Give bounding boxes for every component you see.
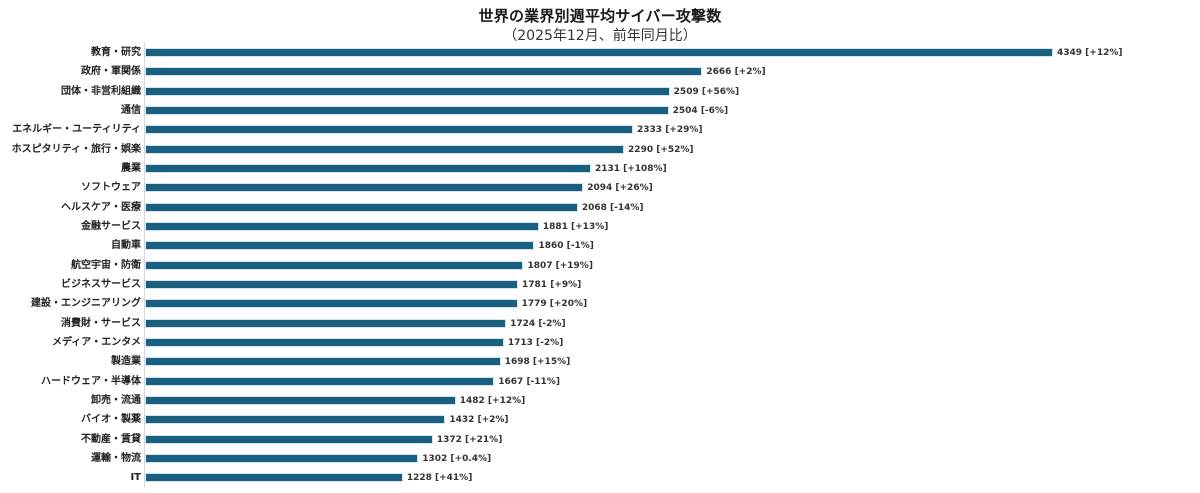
bar-row: 教育・研究 4349 [+12%]: [0, 44, 1200, 63]
bar: [146, 338, 503, 346]
category-label: 消費財・サービス: [61, 317, 141, 329]
bar: [146, 106, 668, 114]
bar: [146, 184, 583, 192]
category-label: 団体・非営利組織: [61, 85, 141, 97]
bar-row: 通信 2504 [-6%]: [0, 102, 1200, 121]
bar-row: 不動産・賃貸 1372 [+21%]: [0, 431, 1200, 450]
category-label: メディア・エンタメ: [52, 336, 141, 348]
value-label: 2666 [+2%]: [706, 67, 766, 78]
bar-row: 製造業 1698 [+15%]: [0, 353, 1200, 372]
category-label: ホスピタリティ・旅行・娯楽: [11, 143, 141, 155]
bar: [146, 435, 432, 443]
bar-row: ビジネスサービス 1781 [+9%]: [0, 276, 1200, 295]
bar-row: 農業 2131 [+108%]: [0, 160, 1200, 179]
category-label: ヘルスケア・医療: [61, 201, 141, 213]
category-label: ハードウェア・半導体: [41, 375, 141, 387]
value-label: 1781 [+9%]: [522, 279, 582, 290]
bar: [146, 454, 418, 462]
bar-row: エネルギー・ユーティリティ 2333 [+29%]: [0, 121, 1200, 140]
value-label: 1860 [-1%]: [538, 241, 594, 252]
bar: [146, 126, 633, 134]
category-label: 自動車: [111, 240, 141, 252]
value-label: 1779 [+20%]: [521, 299, 588, 310]
category-label: ソフトウェア: [81, 182, 141, 194]
bar-row: 団体・非営利組織 2509 [+56%]: [0, 83, 1200, 102]
value-label: 1698 [+15%]: [504, 357, 571, 368]
value-label: 1302 [+0.4%]: [422, 453, 492, 464]
bar-row: IT 1228 [+41%]: [0, 469, 1200, 488]
value-label: 1432 [+2%]: [449, 415, 509, 426]
value-label: 1713 [-2%]: [507, 337, 564, 348]
chart-title: 世界の業界別週平均サイバー攻撃数: [478, 7, 722, 25]
value-label: 2094 [+26%]: [587, 183, 653, 194]
bar: [146, 164, 590, 172]
bar: [146, 300, 517, 308]
value-label: 1482 [+12%]: [459, 395, 526, 406]
bar: [146, 377, 494, 385]
category-label: ビジネスサービス: [61, 278, 141, 290]
bar-row: ホスピタリティ・旅行・娯楽 2290 [+52%]: [0, 141, 1200, 160]
bar: [146, 87, 669, 95]
bar-row: 建設・エンジニアリング 1779 [+20%]: [0, 295, 1200, 314]
value-label: 1807 [+19%]: [527, 260, 593, 271]
y-axis-line: [144, 42, 145, 488]
value-label: 4349 [+12%]: [1057, 48, 1123, 58]
bar: [146, 145, 624, 153]
bar-row: ハードウェア・半導体 1667 [-11%]: [0, 373, 1200, 392]
value-label: 1372 [+21%]: [436, 434, 503, 445]
bar: [146, 416, 445, 424]
bar-row: メディア・エンタメ 1713 [-2%]: [0, 334, 1200, 353]
category-label: 教育・研究: [91, 47, 141, 58]
bar: [146, 203, 577, 211]
value-label: 2504 [-6%]: [672, 105, 729, 116]
category-label: IT: [130, 472, 141, 484]
bar-row: 運輸・物流 1302 [+0.4%]: [0, 450, 1200, 469]
category-label: バイオ・製薬: [81, 414, 141, 426]
category-label: 通信: [121, 104, 141, 116]
value-label: 2509 [+56%]: [673, 86, 740, 97]
category-label: 製造業: [111, 356, 141, 368]
category-label: 不動産・賃貸: [81, 433, 141, 445]
chart-subtitle: （2025年12月、前年同月比）: [503, 28, 697, 44]
value-label: 1667 [-11%]: [498, 376, 560, 387]
bar-row: 金融サービス 1881 [+13%]: [0, 218, 1200, 237]
bar-row: 政府・軍関係 2666 [+2%]: [0, 63, 1200, 82]
bar-row: 自動車 1860 [-1%]: [0, 237, 1200, 256]
bar: [146, 242, 534, 250]
value-label: 1881 [+13%]: [542, 221, 609, 232]
bar: [146, 261, 523, 269]
bar-row: 消費財・サービス 1724 [-2%]: [0, 315, 1200, 334]
value-label: 1228 [+41%]: [406, 473, 473, 484]
bar-row: ソフトウェア 2094 [+26%]: [0, 179, 1200, 198]
bar: [146, 68, 702, 76]
category-label: 卸売・流通: [91, 394, 141, 406]
category-label: 建設・エンジニアリング: [31, 298, 141, 310]
category-label: エネルギー・ユーティリティ: [12, 124, 141, 136]
bar: [146, 319, 506, 327]
bar: [146, 474, 402, 482]
value-label: 2290 [+52%]: [628, 144, 694, 155]
bar-row: 卸売・流通 1482 [+12%]: [0, 392, 1200, 411]
bar-row: ヘルスケア・医療 2068 [-14%]: [0, 199, 1200, 218]
category-label: 航空宇宙・防衛: [71, 259, 141, 271]
category-label: 金融サービス: [81, 220, 141, 232]
bar-row: 航空宇宙・防衛 1807 [+19%]: [0, 257, 1200, 276]
category-label: 農業: [121, 162, 141, 174]
value-label: 1724 [-2%]: [510, 318, 566, 329]
bar: [146, 280, 518, 288]
bar-row: バイオ・製薬 1432 [+2%]: [0, 411, 1200, 430]
bar: [146, 49, 1052, 56]
bar: [146, 396, 455, 404]
value-label: 2068 [-14%]: [581, 202, 644, 213]
value-label: 2333 [+29%]: [637, 125, 703, 136]
bar: [146, 358, 500, 366]
category-label: 運輸・物流: [91, 452, 141, 464]
value-label: 2131 [+108%]: [594, 163, 667, 174]
bar: [146, 222, 538, 230]
category-label: 政府・軍関係: [81, 66, 141, 78]
